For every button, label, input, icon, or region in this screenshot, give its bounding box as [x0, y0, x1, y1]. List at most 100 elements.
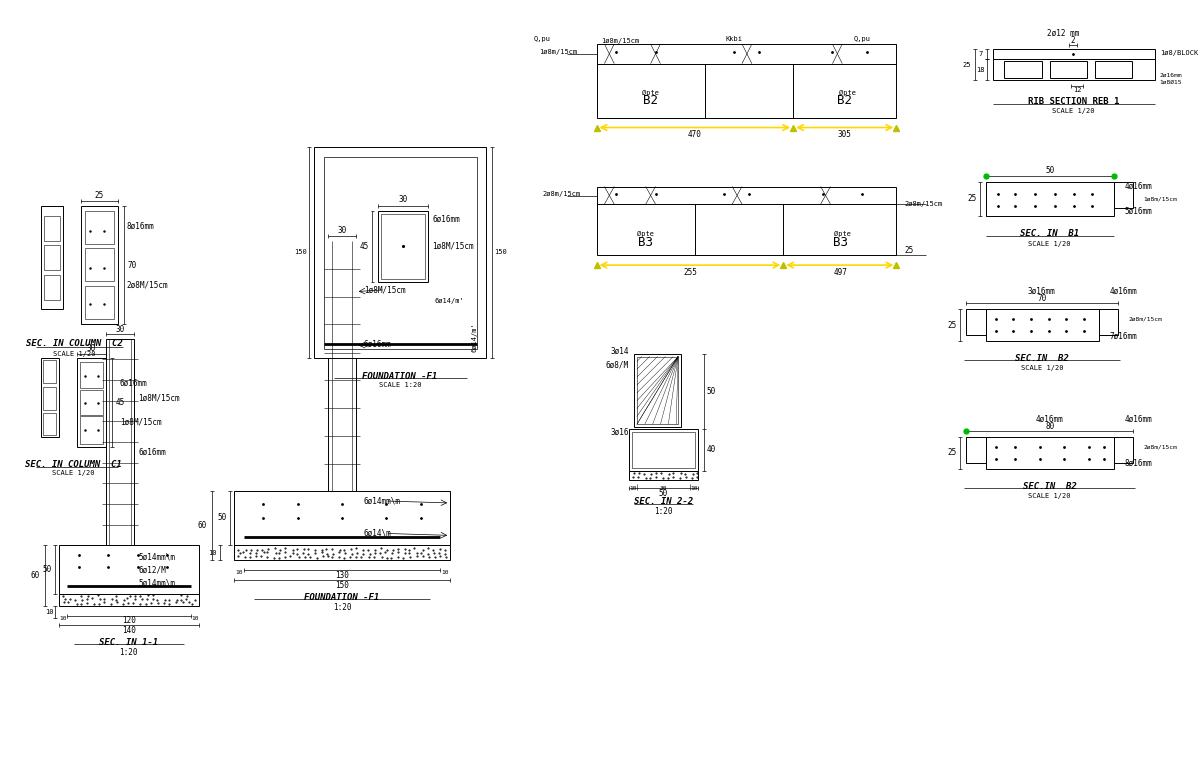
- Text: 45: 45: [360, 242, 369, 251]
- Bar: [966, 309, 986, 335]
- Bar: [597, 186, 897, 255]
- Text: 470: 470: [688, 130, 701, 139]
- Text: 6ø16mm: 6ø16mm: [433, 214, 460, 223]
- Text: 2: 2: [1071, 36, 1076, 45]
- Text: 2ø12 mm: 2ø12 mm: [1047, 29, 1079, 38]
- Text: Øpte: Øpte: [643, 90, 659, 96]
- Text: 25: 25: [947, 448, 957, 458]
- Bar: [629, 471, 698, 480]
- Bar: [43, 413, 56, 435]
- Text: 6ø8/M: 6ø8/M: [605, 361, 629, 369]
- Text: SEC. IN 2-2: SEC. IN 2-2: [634, 498, 693, 506]
- Bar: [637, 356, 679, 424]
- Bar: [79, 417, 103, 444]
- Text: 2ø8m/15cm: 2ø8m/15cm: [542, 192, 580, 197]
- Text: 80: 80: [1046, 422, 1054, 431]
- Text: 3ø16mm: 3ø16mm: [1028, 287, 1055, 296]
- Bar: [59, 594, 199, 606]
- Text: Øpte: Øpte: [637, 230, 655, 237]
- Text: 6ø14/m': 6ø14/m': [471, 322, 477, 352]
- Text: 4ø16mm: 4ø16mm: [1036, 415, 1064, 424]
- Text: 1ø8Ø15: 1ø8Ø15: [1159, 80, 1182, 85]
- Bar: [1098, 309, 1119, 335]
- Text: 4ø16mm: 4ø16mm: [1125, 415, 1152, 424]
- Text: 3ø14: 3ø14: [610, 347, 629, 356]
- Text: 1ø8M/15cm: 1ø8M/15cm: [120, 418, 162, 427]
- Text: Q,pu: Q,pu: [534, 36, 552, 42]
- Text: 50: 50: [217, 513, 227, 523]
- Bar: [84, 286, 114, 319]
- Text: 130: 130: [335, 571, 349, 581]
- Text: 1:20: 1:20: [120, 648, 138, 657]
- Text: SCALE 1:20: SCALE 1:20: [379, 382, 421, 388]
- Text: 1ø8/BLOCK: 1ø8/BLOCK: [1159, 49, 1198, 56]
- Text: 150: 150: [295, 250, 307, 255]
- Text: SEC.IN  B2: SEC.IN B2: [1014, 354, 1068, 363]
- Text: SEC.IN  B2: SEC.IN B2: [1023, 482, 1077, 491]
- Bar: [986, 309, 1098, 341]
- Text: 10: 10: [441, 570, 448, 575]
- Text: B3: B3: [638, 236, 653, 249]
- Text: 10: 10: [209, 550, 217, 556]
- Text: 2ø8m/15cm: 2ø8m/15cm: [1128, 317, 1162, 322]
- Text: 10: 10: [191, 616, 198, 621]
- Text: 50: 50: [42, 565, 52, 574]
- Text: 5ø14mm\m: 5ø14mm\m: [139, 553, 175, 561]
- Bar: [379, 211, 428, 282]
- Text: 1ø8M/15cm: 1ø8M/15cm: [363, 285, 405, 295]
- Text: 2ø8m/15cm: 2ø8m/15cm: [904, 201, 942, 207]
- Text: 60: 60: [31, 571, 40, 581]
- Bar: [324, 157, 477, 349]
- Bar: [43, 360, 56, 383]
- Text: 4ø16mm: 4ø16mm: [1125, 182, 1152, 191]
- Text: 30: 30: [398, 195, 408, 204]
- Text: SEC. IN 1-1: SEC. IN 1-1: [100, 638, 158, 647]
- Text: FOUNDATION -F1: FOUNDATION -F1: [305, 593, 380, 602]
- Bar: [1005, 61, 1042, 78]
- Bar: [314, 147, 487, 359]
- Text: SCALE 1/20: SCALE 1/20: [54, 351, 96, 356]
- Bar: [44, 216, 60, 240]
- Text: 140: 140: [122, 626, 135, 635]
- Text: 255: 255: [683, 267, 697, 277]
- Text: 50: 50: [1046, 166, 1054, 175]
- Text: 10: 10: [235, 570, 242, 575]
- Bar: [986, 437, 1114, 468]
- Text: SCALE 1/20: SCALE 1/20: [1020, 366, 1064, 371]
- Text: 6ø14\m: 6ø14\m: [363, 529, 391, 538]
- Text: 2ø8m/15cm: 2ø8m/15cm: [1143, 444, 1176, 449]
- Text: B2: B2: [837, 94, 851, 107]
- Text: 3ø16: 3ø16: [610, 427, 629, 437]
- Bar: [329, 240, 356, 491]
- Text: 150: 150: [494, 250, 507, 255]
- Text: 1ø8M/15cm: 1ø8M/15cm: [139, 393, 180, 402]
- Text: 10: 10: [44, 609, 54, 615]
- Bar: [41, 359, 59, 437]
- Bar: [993, 49, 1155, 59]
- Bar: [234, 545, 450, 560]
- Text: 45: 45: [115, 398, 125, 407]
- Text: 6ø16mm: 6ø16mm: [363, 339, 391, 349]
- Bar: [629, 429, 698, 471]
- Bar: [44, 246, 60, 270]
- Bar: [44, 275, 60, 299]
- Bar: [77, 359, 107, 447]
- Text: B3: B3: [833, 236, 848, 249]
- Bar: [234, 491, 450, 545]
- Text: 4ø16mm: 4ø16mm: [1109, 287, 1137, 296]
- Text: Q,pu: Q,pu: [854, 36, 870, 42]
- Text: 8ø16mm: 8ø16mm: [127, 221, 155, 230]
- Text: 1ø8M/15cm: 1ø8M/15cm: [433, 242, 474, 251]
- Bar: [1114, 182, 1133, 208]
- Text: FOUNDATION -F1: FOUNDATION -F1: [362, 372, 438, 380]
- Bar: [41, 206, 62, 309]
- Text: 50: 50: [707, 387, 716, 397]
- Text: 8ø16mm: 8ø16mm: [1125, 459, 1152, 468]
- Bar: [59, 545, 199, 594]
- Text: Øpte: Øpte: [833, 230, 851, 237]
- Bar: [43, 387, 56, 410]
- Text: SCALE 1/20: SCALE 1/20: [1052, 107, 1095, 114]
- Bar: [993, 59, 1155, 80]
- Text: 12: 12: [1073, 87, 1081, 94]
- Text: 1ø8m/15cm: 1ø8m/15cm: [540, 49, 578, 55]
